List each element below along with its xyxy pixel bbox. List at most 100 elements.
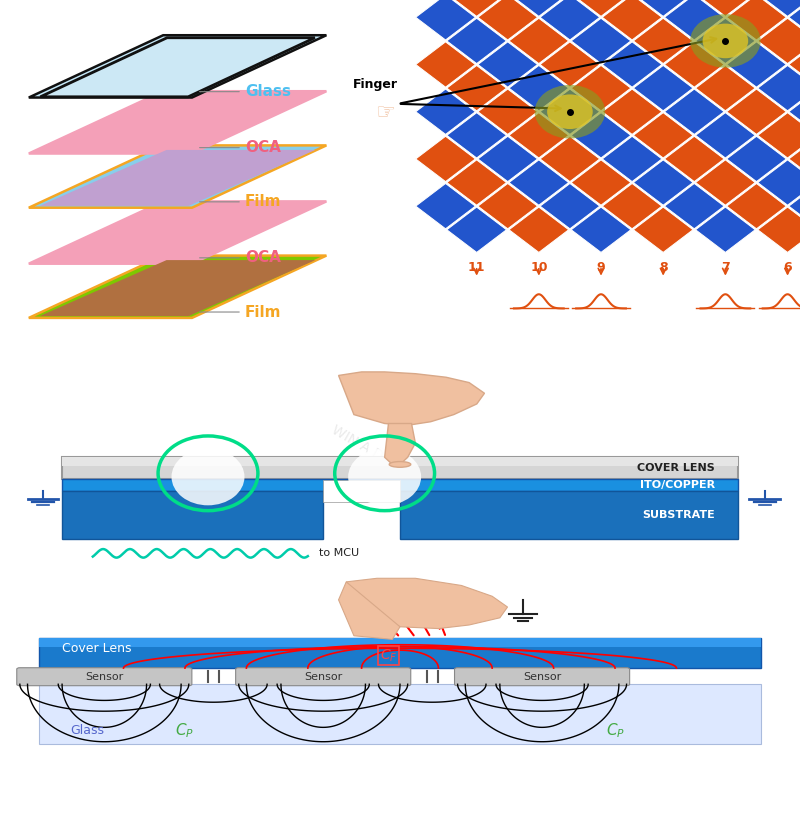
- Text: 9: 9: [597, 261, 606, 274]
- Polygon shape: [634, 160, 693, 205]
- Polygon shape: [665, 0, 724, 40]
- Ellipse shape: [390, 461, 410, 467]
- Polygon shape: [447, 18, 506, 63]
- Polygon shape: [40, 38, 315, 97]
- Circle shape: [690, 14, 761, 67]
- Polygon shape: [602, 42, 662, 87]
- Polygon shape: [447, 160, 506, 205]
- Circle shape: [547, 94, 593, 129]
- FancyBboxPatch shape: [400, 491, 738, 539]
- Polygon shape: [447, 66, 506, 111]
- Text: $C_P$: $C_P$: [175, 722, 194, 741]
- Polygon shape: [40, 150, 315, 206]
- Polygon shape: [695, 207, 755, 252]
- Text: 10: 10: [530, 261, 547, 274]
- Polygon shape: [726, 0, 786, 40]
- Polygon shape: [447, 112, 506, 158]
- Polygon shape: [478, 183, 538, 229]
- FancyBboxPatch shape: [62, 457, 738, 466]
- Polygon shape: [478, 0, 538, 40]
- Polygon shape: [758, 0, 800, 16]
- Polygon shape: [447, 207, 506, 252]
- FancyBboxPatch shape: [39, 684, 761, 744]
- Polygon shape: [602, 89, 662, 135]
- Polygon shape: [571, 112, 631, 158]
- FancyBboxPatch shape: [17, 667, 192, 686]
- Circle shape: [534, 85, 605, 139]
- Text: Sensor: Sensor: [523, 672, 562, 681]
- Text: Film: Film: [199, 195, 282, 209]
- Text: OCA: OCA: [199, 250, 281, 265]
- Text: COVER LENS: COVER LENS: [637, 463, 715, 473]
- Text: 11: 11: [468, 261, 486, 274]
- Polygon shape: [789, 183, 800, 229]
- Polygon shape: [665, 42, 724, 87]
- Polygon shape: [346, 578, 507, 629]
- Polygon shape: [665, 136, 724, 181]
- Polygon shape: [571, 0, 631, 16]
- Text: $C_F$: $C_F$: [380, 647, 397, 663]
- Text: ☞: ☞: [375, 103, 395, 123]
- Text: Finger: Finger: [353, 78, 398, 91]
- Text: Glass: Glass: [70, 724, 104, 737]
- Polygon shape: [29, 255, 326, 318]
- Text: OCA: OCA: [199, 140, 281, 155]
- Polygon shape: [726, 42, 786, 87]
- Polygon shape: [758, 207, 800, 252]
- Polygon shape: [695, 0, 755, 16]
- Polygon shape: [29, 35, 326, 98]
- Polygon shape: [789, 136, 800, 181]
- Text: Glass: Glass: [199, 85, 290, 99]
- Text: SUBSTRATE: SUBSTRATE: [642, 511, 715, 521]
- Ellipse shape: [171, 448, 245, 505]
- Text: Film: Film: [199, 305, 282, 319]
- Polygon shape: [634, 66, 693, 111]
- Polygon shape: [416, 42, 475, 87]
- Polygon shape: [540, 136, 600, 181]
- Polygon shape: [602, 0, 662, 40]
- Polygon shape: [665, 89, 724, 135]
- FancyBboxPatch shape: [62, 457, 738, 479]
- Polygon shape: [509, 18, 569, 63]
- Polygon shape: [447, 0, 506, 16]
- Polygon shape: [416, 183, 475, 229]
- Polygon shape: [665, 183, 724, 229]
- Polygon shape: [540, 183, 600, 229]
- Polygon shape: [758, 18, 800, 63]
- Polygon shape: [634, 0, 693, 16]
- Polygon shape: [726, 89, 786, 135]
- Polygon shape: [540, 89, 600, 135]
- FancyBboxPatch shape: [62, 479, 738, 491]
- Polygon shape: [540, 42, 600, 87]
- Polygon shape: [509, 112, 569, 158]
- Polygon shape: [634, 112, 693, 158]
- Text: Sensor: Sensor: [85, 672, 123, 681]
- FancyBboxPatch shape: [323, 479, 400, 502]
- Polygon shape: [509, 160, 569, 205]
- Polygon shape: [478, 136, 538, 181]
- Ellipse shape: [348, 448, 421, 505]
- Polygon shape: [416, 136, 475, 181]
- Polygon shape: [726, 183, 786, 229]
- Polygon shape: [571, 207, 631, 252]
- Polygon shape: [29, 145, 326, 208]
- Polygon shape: [602, 136, 662, 181]
- Polygon shape: [385, 424, 415, 465]
- Polygon shape: [338, 372, 485, 425]
- FancyBboxPatch shape: [39, 638, 761, 668]
- Polygon shape: [758, 66, 800, 111]
- Polygon shape: [634, 207, 693, 252]
- Text: to MCU: to MCU: [319, 548, 359, 558]
- Polygon shape: [695, 66, 755, 111]
- Polygon shape: [695, 18, 755, 63]
- Text: 6: 6: [783, 261, 792, 274]
- Polygon shape: [509, 0, 569, 16]
- Polygon shape: [695, 160, 755, 205]
- Circle shape: [702, 24, 748, 58]
- Polygon shape: [338, 582, 400, 640]
- Polygon shape: [695, 112, 755, 158]
- Text: 7: 7: [721, 261, 730, 274]
- FancyBboxPatch shape: [454, 667, 630, 686]
- Polygon shape: [571, 18, 631, 63]
- Polygon shape: [789, 42, 800, 87]
